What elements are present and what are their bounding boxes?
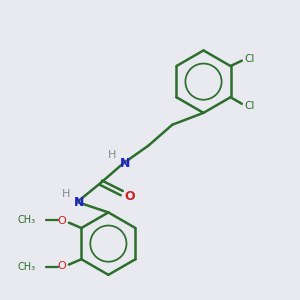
Text: H: H (108, 150, 116, 160)
Text: CH₃: CH₃ (17, 215, 35, 225)
Text: Cl: Cl (244, 100, 254, 111)
Text: O: O (58, 217, 67, 226)
Text: CH₃: CH₃ (17, 262, 35, 272)
Text: Cl: Cl (244, 55, 254, 64)
Text: N: N (119, 157, 130, 170)
Text: O: O (125, 190, 135, 202)
Text: O: O (58, 261, 67, 271)
Text: H: H (62, 189, 70, 199)
Text: N: N (74, 196, 84, 208)
